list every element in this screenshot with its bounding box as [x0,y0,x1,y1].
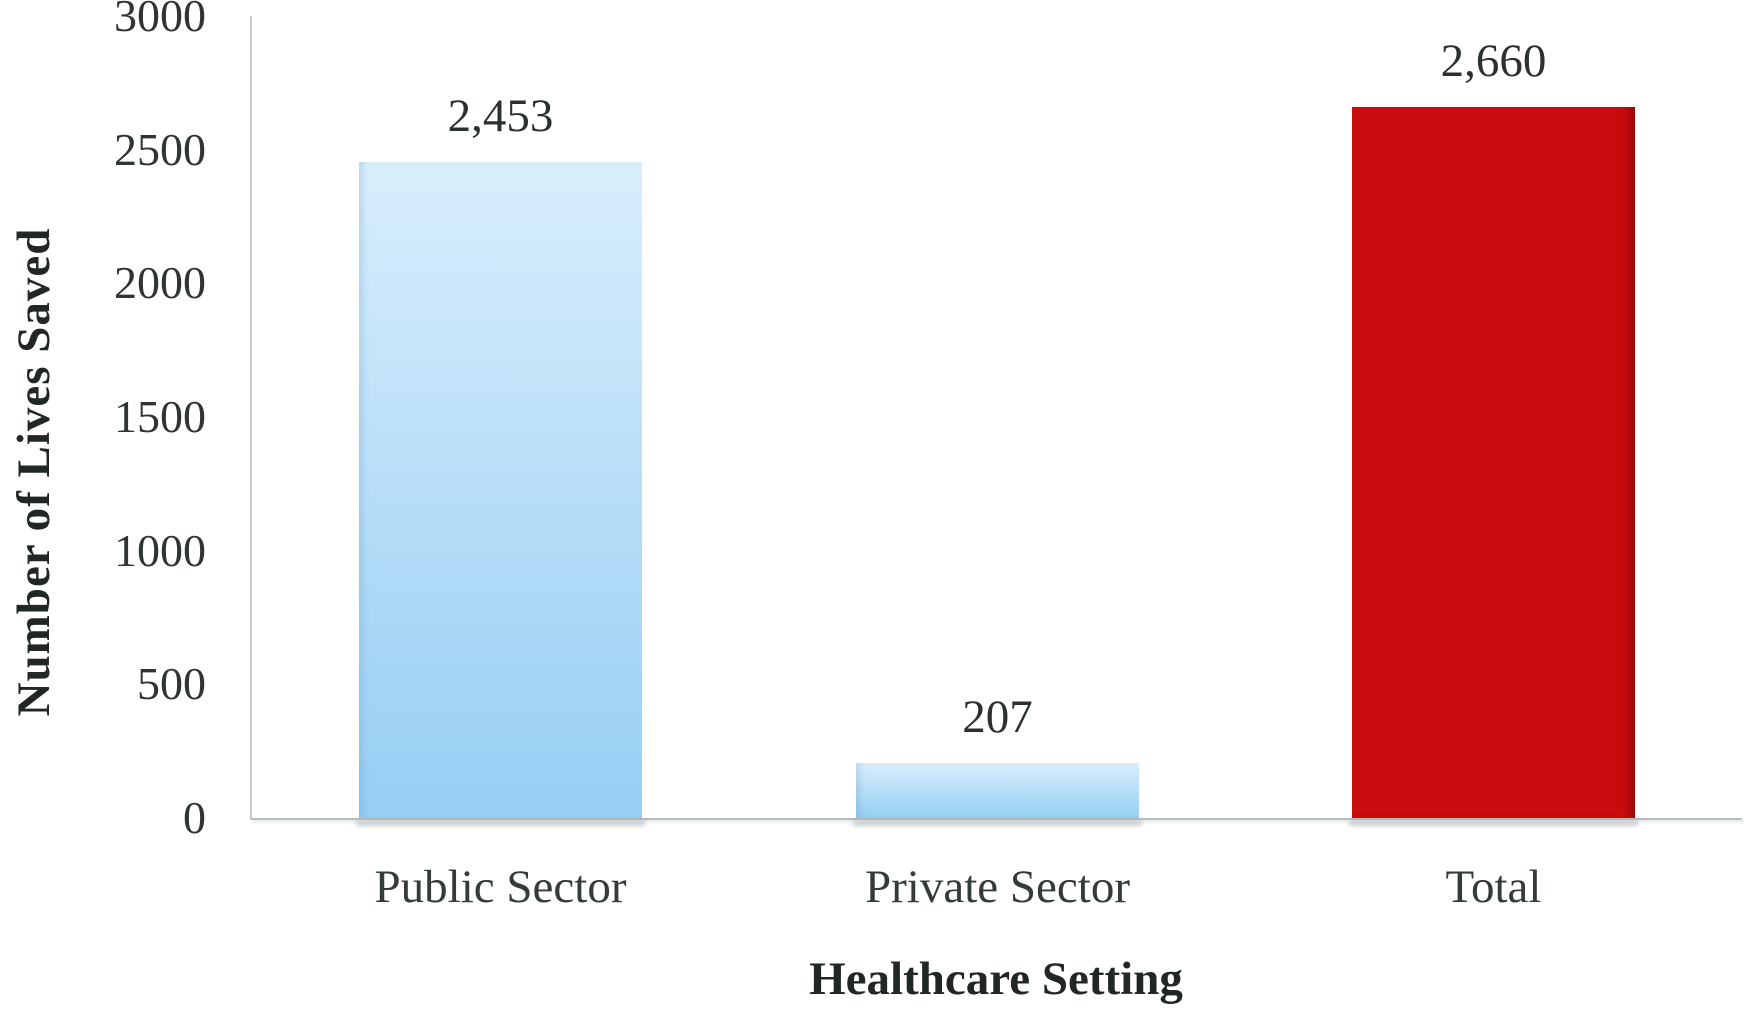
category-label: Private Sector [865,861,1130,913]
y-tick-label: 2000 [114,257,206,309]
category-label: Total [1445,861,1542,913]
plot-area: 2,453 Public Sector 207 Private Sector 2,660… [250,16,1744,911]
y-tick-label: 2500 [114,123,206,175]
bar [359,162,642,818]
y-tick-label: 1500 [114,391,206,442]
bar-baseline-shadow [853,820,1142,826]
y-tick-label: 0 [183,792,206,843]
y-tick-label: 1000 [114,524,206,576]
bar-value-label: 2,660 [1440,35,1547,87]
y-tick-label: 500 [137,658,206,710]
x-axis-title: Healthcare Setting [809,953,1183,1005]
bar [1352,107,1635,818]
y-axis: 3000 2500 2000 1500 1000 500 0 [0,0,206,1020]
bar-group: 2,453 Public Sector [356,93,645,911]
category-label: Public Sector [374,861,627,913]
bar-group: 207 Private Sector [853,694,1142,911]
bar [856,763,1139,818]
bar-value-label: 207 [962,691,1033,743]
y-tick-label: 3000 [114,0,206,41]
bar-baseline-shadow [1349,820,1638,826]
bar-baseline-shadow [356,820,645,826]
bar-group: 2,660 Total [1349,38,1638,911]
bar-value-label: 2,453 [447,90,554,142]
